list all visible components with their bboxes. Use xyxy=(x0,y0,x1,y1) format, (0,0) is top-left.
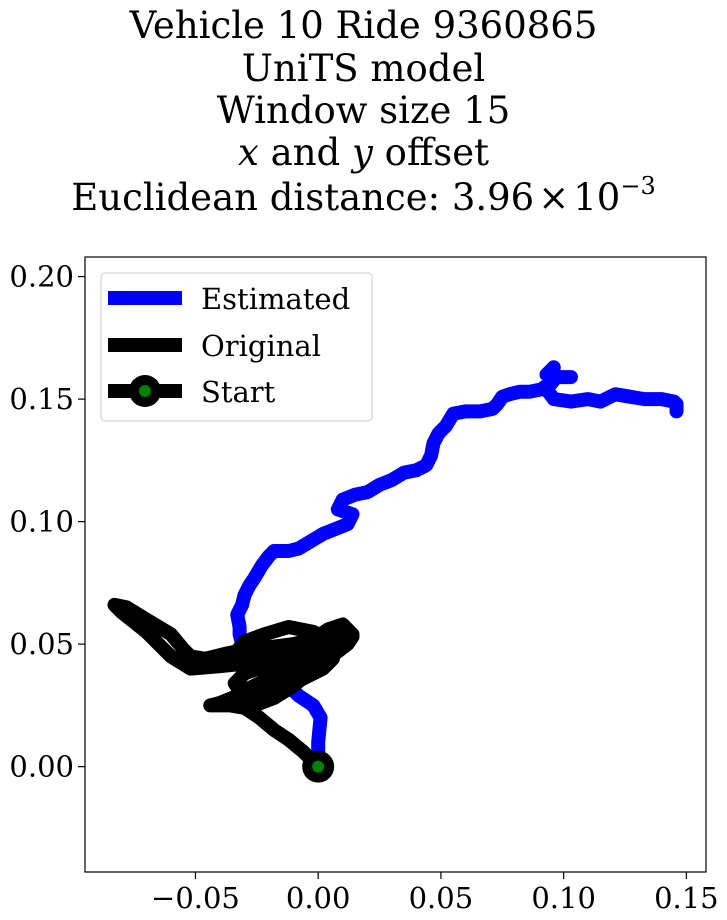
y-axis: 0.00 0.05 0.10 0.15 0.20 xyxy=(9,260,85,784)
legend-start-marker-inner xyxy=(139,385,151,397)
chart-title-line-2: UniTS model xyxy=(241,47,486,90)
x-tick-label: 0.10 xyxy=(531,881,596,915)
y-tick-label: 0.10 xyxy=(9,505,74,539)
title-distance-exponent: −3 xyxy=(620,172,656,200)
title-and: and xyxy=(258,131,352,174)
y-tick-label: 0.05 xyxy=(9,627,74,661)
y-tick-label: 0.20 xyxy=(9,260,74,294)
title-offset: offset xyxy=(372,131,489,174)
legend-label-estimated: Estimated xyxy=(201,282,350,316)
title-y-symbol: y xyxy=(352,131,373,174)
series-line-estimated xyxy=(230,360,684,774)
x-tick-label: −0.05 xyxy=(151,881,240,915)
y-tick-label: 0.00 xyxy=(9,750,74,784)
title-distance-base: 10 xyxy=(573,176,621,219)
chart-title-line-5: Euclidean distance: 3.96 × 10−3 xyxy=(0,174,727,219)
legend: Estimated Original Start xyxy=(100,272,373,422)
data-layer xyxy=(107,360,684,783)
chart-title-line-4: x and y offset xyxy=(0,134,727,171)
legend-label-original: Original xyxy=(201,329,321,363)
plot-frame xyxy=(84,256,707,873)
y-tick-label: 0.15 xyxy=(9,382,74,416)
x-tick-label: 0.05 xyxy=(409,881,474,915)
title-distance-prefix: Euclidean distance: 3.96 xyxy=(71,176,535,219)
x-tick-label: 0.15 xyxy=(654,881,719,915)
chart-title-line-3: Window size 15 xyxy=(216,89,511,132)
title-times-symbol: × xyxy=(538,176,570,219)
title-x-symbol: x xyxy=(238,131,259,174)
x-tick-label: 0.00 xyxy=(286,881,351,915)
chart-title-line-1: Vehicle 10 Ride 9360865 xyxy=(129,4,598,47)
legend-label-start: Start xyxy=(201,375,276,409)
x-axis: −0.05 0.00 0.05 0.10 0.15 xyxy=(151,872,719,915)
series-line-original xyxy=(107,597,360,774)
start-marker-inner xyxy=(312,760,325,773)
